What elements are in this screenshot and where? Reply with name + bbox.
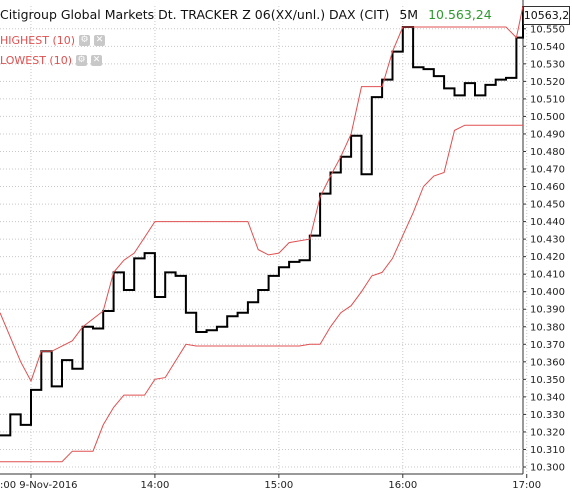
- y-tick-label: 10.340: [530, 392, 565, 403]
- legend-highest: HIGHEST (10) ⚙ ✕: [0, 34, 106, 47]
- y-tick-label: 10.540: [530, 42, 565, 53]
- y-tick-label: 10.440: [530, 217, 565, 228]
- y-tick-label: 10.400: [530, 287, 565, 298]
- gear-icon[interactable]: ⚙: [76, 55, 87, 66]
- y-tick-label: 10.370: [530, 340, 565, 351]
- y-tick-label: 10.450: [530, 200, 565, 211]
- x-tick-label: 17:00: [512, 480, 541, 491]
- grid-lines: [0, 0, 528, 475]
- y-tick-label: 10.320: [530, 427, 565, 438]
- legend-highest-label: HIGHEST (10): [0, 34, 76, 47]
- y-tick-label: 10.330: [530, 410, 565, 421]
- interval-label: 5M: [399, 7, 419, 22]
- y-tick-label: 10.380: [530, 322, 565, 333]
- close-icon[interactable]: ✕: [94, 35, 106, 46]
- y-tick-label: 10.310: [530, 445, 565, 456]
- last-value: 10.563,24: [428, 7, 492, 22]
- y-tick-label: 10.300: [530, 462, 565, 473]
- chart-title: Citigroup Global Markets Dt. TRACKER Z 0…: [0, 7, 390, 22]
- y-tick-label: 10.460: [530, 182, 565, 193]
- x-tick-label: 16:00: [388, 480, 417, 491]
- y-tick-label: 10.430: [530, 235, 565, 246]
- y-tick-label: 10.350: [530, 375, 565, 386]
- x-tick-label: :00 9-Nov-2016: [0, 480, 78, 491]
- y-tick-label: 10.550: [530, 24, 565, 35]
- y-tick-label: 10.390: [530, 305, 565, 316]
- y-tick-label: 10.490: [530, 129, 565, 140]
- x-tick-label: 14:00: [141, 480, 170, 491]
- y-axis: 10.300 10.310 10.320 10.330 10.340 10.350 10.3…: [523, 24, 565, 473]
- y-tick-label: 10.510: [530, 94, 565, 105]
- y-tick-label: 10.420: [530, 252, 565, 263]
- chart-title-bar: Citigroup Global Markets Dt. TRACKER Z 0…: [0, 7, 492, 22]
- y-tick-label: 10.520: [530, 77, 565, 88]
- highest-line: [0, 5, 524, 383]
- y-tick-label: 10.480: [530, 147, 565, 158]
- y-tick-label: 10.530: [530, 59, 565, 70]
- y-tick-label: 10.360: [530, 357, 565, 368]
- price-line: [0, 6, 524, 437]
- y-tick-label: 10.470: [530, 165, 565, 176]
- x-axis: :00 9-Nov-2016 14:00 15:00 16:00 17:00: [0, 474, 541, 491]
- gear-icon[interactable]: ⚙: [79, 35, 91, 46]
- legend-lowest-label: LOWEST (10): [0, 54, 72, 67]
- x-tick-label: 15:00: [264, 480, 293, 491]
- y-tick-label: 10.500: [530, 112, 565, 123]
- lowest-line: [0, 124, 523, 463]
- y-tick-label: 10.410: [530, 270, 565, 281]
- close-icon[interactable]: ✕: [91, 55, 102, 66]
- current-price-box: 10563,2: [523, 6, 570, 25]
- legend-lowest: LOWEST (10) ⚙ ✕: [0, 54, 102, 67]
- series-layer: [0, 5, 524, 463]
